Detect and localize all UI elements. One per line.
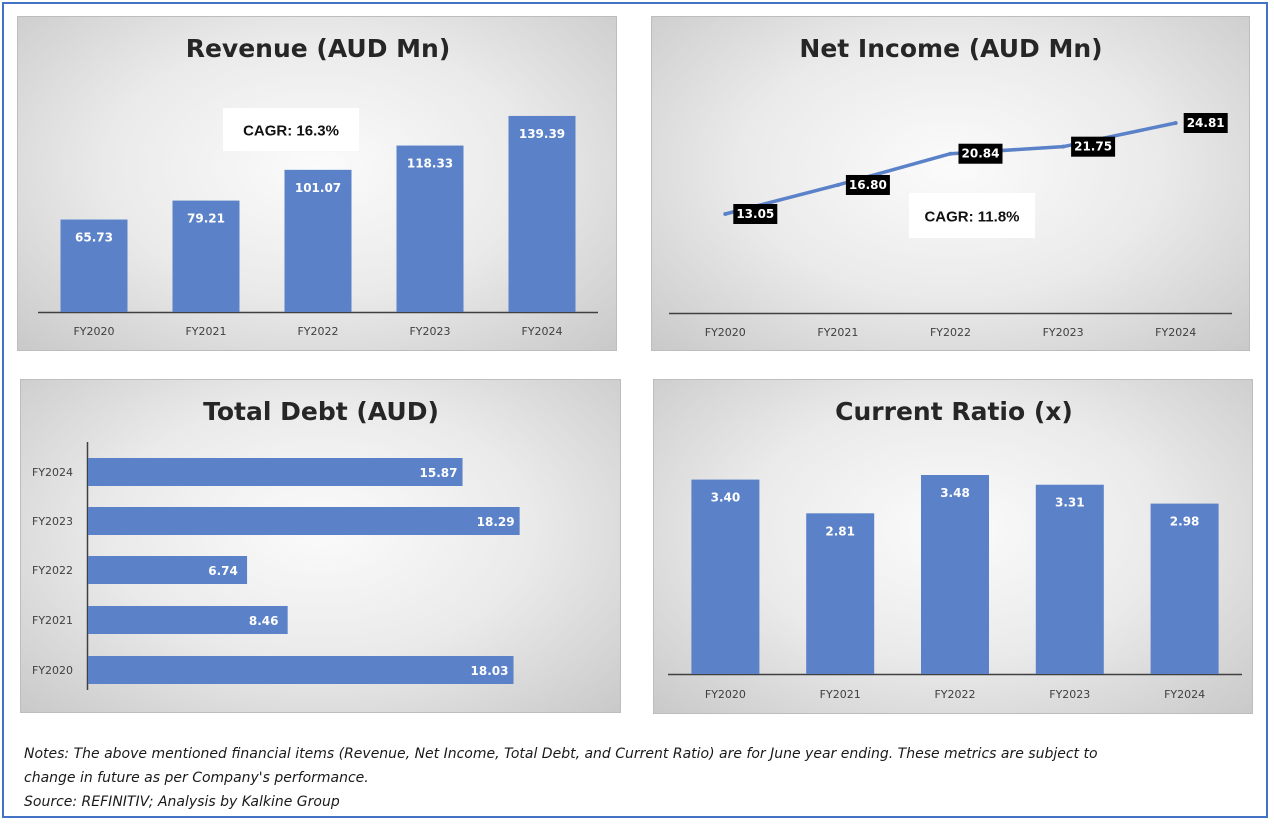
data-label: 18.29 — [477, 515, 515, 529]
revenue-chart: Revenue (AUD Mn) 65.73 FY2020 79.21 FY2021 10… — [38, 34, 598, 338]
category-label: FY2023 — [409, 325, 450, 338]
data-label: 3.31 — [1055, 496, 1085, 510]
bar — [1035, 484, 1104, 674]
bar — [508, 115, 576, 312]
category-label: FY2024 — [1155, 326, 1196, 339]
current-ratio-chart: Current Ratio (x) 3.40 FY2020 2.81 FY2021 3.4… — [668, 397, 1242, 701]
category-label: FY2020 — [32, 664, 73, 677]
bar — [284, 169, 352, 312]
data-label: 6.74 — [208, 564, 238, 578]
bar — [691, 479, 760, 674]
bar — [88, 656, 514, 684]
data-point — [948, 151, 953, 156]
bar — [806, 513, 875, 674]
notes-line-2: change in future as per Company's perfor… — [24, 770, 369, 786]
data-point — [723, 212, 728, 216]
cagr-annotation-box — [909, 193, 1035, 238]
category-label: FY2022 — [297, 325, 338, 338]
data-label-box — [1183, 113, 1228, 133]
category-label: FY2023 — [1049, 688, 1090, 701]
category-label: FY2022 — [32, 564, 73, 577]
data-label-box — [958, 143, 1003, 164]
total-debt-chart: Total Debt (AUD) 15.87 FY2024 18.29 FY2023 6.… — [32, 397, 520, 690]
chart-title: Revenue (AUD Mn) — [186, 34, 451, 63]
data-label: 24.81 — [1187, 116, 1225, 130]
current-ratio-chart-panel: Current Ratio (x) 3.40 FY2020 2.81 FY2021 3.4… — [653, 379, 1253, 714]
bar — [396, 145, 464, 312]
net-income-chart: Net Income (AUD Mn) 13.05 FY2020 16.80 FY202… — [669, 34, 1232, 339]
footnotes: Notes: The above mentioned financial ite… — [24, 742, 1254, 814]
total-debt-chart-panel: Total Debt (AUD) 15.87 FY2024 18.29 FY2023 6.… — [20, 379, 621, 713]
category-label: FY2022 — [934, 688, 975, 701]
bar — [88, 556, 248, 584]
data-label: 139.39 — [519, 127, 565, 141]
cagr-annotation-box — [223, 108, 359, 151]
data-label: 2.81 — [825, 524, 855, 538]
category-label: FY2022 — [930, 326, 971, 339]
category-label: FY2023 — [32, 515, 73, 528]
category-label: FY2020 — [705, 326, 746, 339]
cagr-annotation-text: CAGR: 16.3% — [243, 123, 339, 140]
data-label: 118.33 — [407, 157, 453, 171]
data-label: 20.84 — [962, 147, 1000, 161]
data-label: 3.48 — [940, 486, 970, 500]
data-label-box — [1071, 136, 1116, 157]
bar — [88, 458, 463, 486]
data-label: 21.75 — [1074, 140, 1112, 154]
data-label: 3.40 — [711, 491, 741, 505]
data-point — [835, 182, 840, 187]
data-label: 8.46 — [249, 614, 279, 628]
cagr-annotation-text: CAGR: 11.8% — [924, 209, 1019, 226]
category-label: FY2021 — [817, 326, 858, 339]
data-label: 16.80 — [849, 178, 887, 192]
data-label: 2.98 — [1170, 515, 1200, 529]
data-point — [1173, 121, 1178, 125]
data-label: 79.21 — [187, 212, 225, 226]
chart-title: Current Ratio (x) — [835, 397, 1073, 426]
data-label: 101.07 — [295, 181, 341, 195]
category-label: FY2021 — [820, 688, 861, 701]
notes-line-1: Notes: The above mentioned financial ite… — [24, 746, 1098, 762]
bar — [88, 507, 520, 535]
category-label: FY2024 — [1164, 688, 1205, 701]
data-label-box — [845, 174, 890, 195]
data-label: 13.05 — [736, 207, 774, 221]
bar — [1150, 503, 1219, 674]
bar — [88, 606, 288, 634]
category-label: FY2020 — [705, 688, 746, 701]
category-label: FY2021 — [32, 614, 73, 627]
category-label: FY2024 — [521, 325, 562, 338]
category-label: FY2021 — [185, 325, 226, 338]
source-line: Source: REFINITIV; Analysis by Kalkine G… — [24, 794, 340, 810]
chart-title: Net Income (AUD Mn) — [799, 34, 1102, 63]
revenue-chart-panel: Revenue (AUD Mn) 65.73 FY2020 79.21 FY2021 10… — [17, 16, 617, 351]
category-label: FY2020 — [73, 325, 114, 338]
category-label: FY2024 — [32, 466, 73, 479]
bar — [921, 475, 989, 674]
data-label: 65.73 — [75, 231, 113, 245]
bar — [172, 200, 240, 312]
bar — [60, 219, 128, 312]
chart-title: Total Debt (AUD) — [203, 397, 439, 426]
data-label-box — [733, 204, 778, 224]
data-label: 15.87 — [420, 466, 458, 480]
data-point — [1061, 144, 1066, 149]
category-label: FY2023 — [1043, 326, 1084, 339]
data-label: 18.03 — [471, 664, 509, 678]
net-income-chart-panel: Net Income (AUD Mn) 13.05 FY2020 16.80 FY202… — [651, 16, 1250, 351]
